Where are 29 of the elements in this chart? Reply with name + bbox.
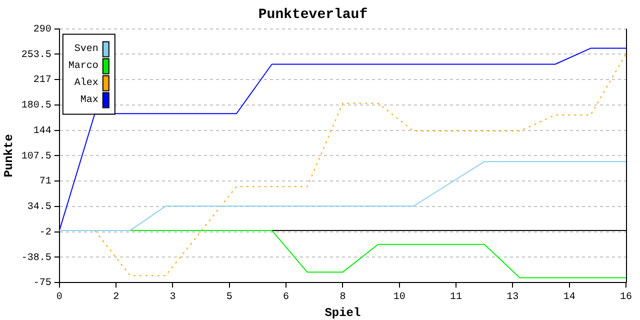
x-axis-title: Spiel	[324, 306, 361, 320]
y-tick-label: -38.5	[21, 252, 52, 264]
y-tick-label: 180.5	[21, 100, 52, 112]
x-tick-label: 0	[56, 292, 62, 304]
y-tick-label: -2	[39, 227, 52, 238]
x-tick-label: 2	[113, 292, 120, 304]
y-tick-label: 253.5	[21, 50, 52, 61]
chart-title: Punkteverlauf	[258, 6, 368, 23]
y-tick-label: -75	[33, 278, 52, 290]
y-tick-label: 34.5	[27, 202, 52, 214]
x-tick-label: 8	[340, 292, 346, 304]
x-tick-label: 10	[393, 292, 406, 304]
x-tick-label: 13	[506, 292, 519, 304]
x-tick-label: 16	[620, 292, 632, 304]
x-tick-label: 11	[450, 292, 462, 304]
y-tick-label: 217	[33, 75, 52, 86]
y-axis-title: Punkte	[2, 134, 16, 178]
x-tick-label: 3	[170, 292, 176, 304]
y-tick-label: 144	[33, 126, 52, 137]
x-tick-label: 5	[226, 292, 232, 304]
x-tick-label: 6	[283, 292, 290, 304]
y-tick-label: 290	[33, 24, 52, 36]
y-tick-label: 71	[39, 176, 52, 188]
y-tick-label: 107.5	[21, 151, 52, 162]
legend-label: Marco	[68, 60, 98, 72]
x-tick-label: 14	[563, 292, 576, 304]
legend-label: Sven	[74, 44, 98, 55]
legend-label: Max	[80, 94, 98, 106]
legend-label: Alex	[74, 76, 98, 89]
